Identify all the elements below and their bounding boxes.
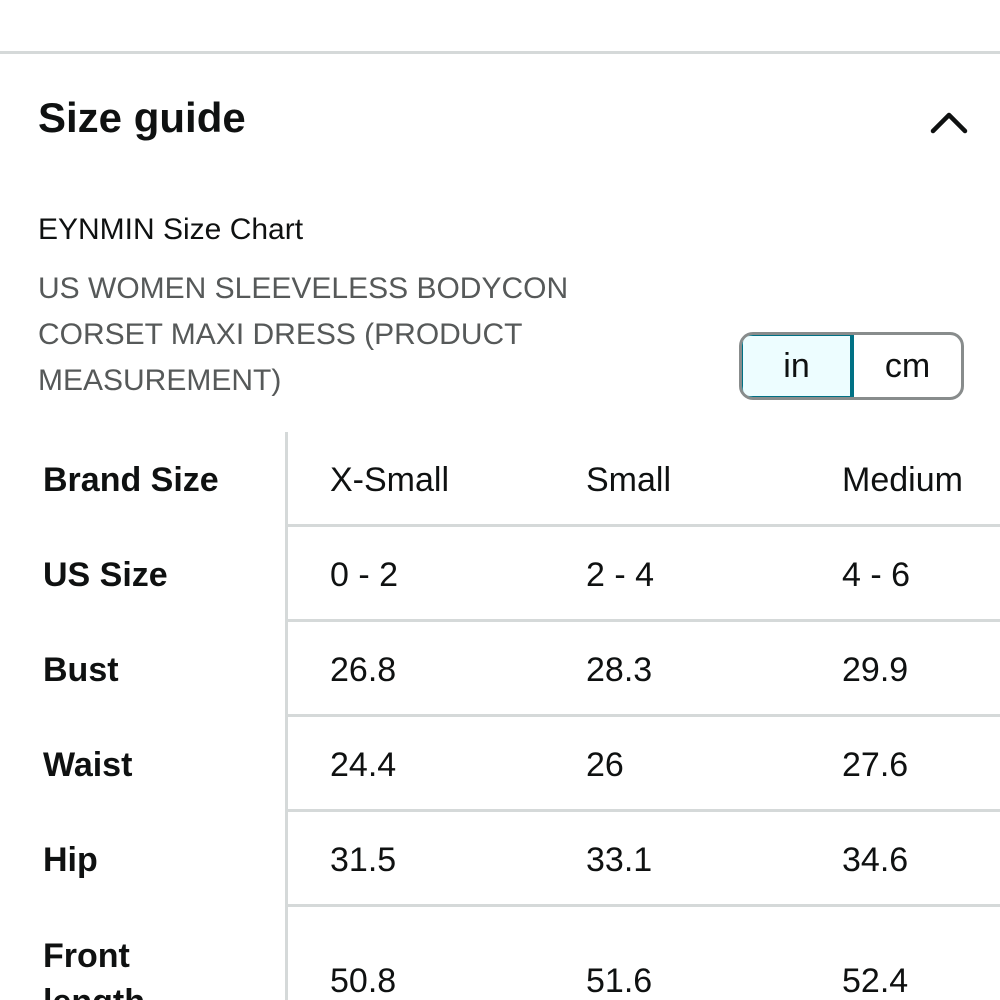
unit-option-in[interactable]: in (742, 335, 854, 397)
table-cell: 31.5 (330, 841, 397, 879)
table-cell: 28.3 (586, 651, 653, 689)
top-divider (0, 51, 1000, 54)
row-label-waist: Waist (43, 746, 133, 784)
row-label-us-size: US Size (43, 556, 168, 594)
row-divider (287, 714, 1000, 717)
subtitle-line: CORSET MAXI DRESS (PRODUCT (38, 318, 523, 351)
row-label-brand-size: Brand Size (43, 461, 219, 499)
table-row: Brand Size X-Small Small Medium (0, 432, 1000, 527)
table-row: Bust 26.8 28.3 29.9 (0, 622, 1000, 717)
row-label-line: length (43, 979, 145, 1000)
chevron-up-icon (924, 98, 974, 144)
row-divider (287, 619, 1000, 622)
subtitle-line: US WOMEN SLEEVELESS BODYCON (38, 272, 569, 305)
table-row: Front length 50.8 51.6 52.4 (0, 907, 1000, 1000)
table-cell: Medium (842, 461, 963, 499)
table-column-divider (285, 432, 288, 1000)
row-label-front-length: Front length (43, 933, 145, 1000)
table-cell: Small (586, 461, 672, 499)
table-cell: 26.8 (330, 651, 397, 689)
table-cell: 26 (586, 746, 624, 784)
unit-option-cm[interactable]: cm (884, 346, 931, 385)
table-cell: 50.8 (330, 962, 397, 1000)
row-divider (287, 809, 1000, 812)
table-cell: 52.4 (842, 962, 909, 1000)
table-cell: 33.1 (586, 841, 653, 879)
unit-toggle: in cm (739, 332, 964, 400)
collapse-button[interactable] (924, 98, 974, 144)
table-cell: 29.9 (842, 651, 909, 689)
table-cell: 4 - 6 (842, 556, 911, 594)
row-divider (287, 524, 1000, 527)
table-cell: 0 - 2 (330, 556, 399, 594)
row-label-hip: Hip (43, 841, 98, 879)
table-row: Hip 31.5 33.1 34.6 (0, 812, 1000, 907)
table-cell: 24.4 (330, 746, 397, 784)
table-row: Waist 24.4 26 27.6 (0, 717, 1000, 812)
row-label-line: Front (43, 937, 130, 975)
size-chart-title: EYNMIN Size Chart (38, 213, 304, 246)
table-cell: 2 - 4 (586, 556, 655, 594)
table-cell: X-Small (330, 461, 450, 499)
table-cell: 34.6 (842, 841, 909, 879)
size-guide-title: Size guide (38, 94, 246, 141)
table-cell: 51.6 (586, 962, 653, 1000)
size-chart-subtitle: US WOMEN SLEEVELESS BODYCON CORSET MAXI … (38, 266, 598, 404)
row-divider (287, 904, 1000, 907)
row-label-bust: Bust (43, 651, 119, 689)
table-row: US Size 0 - 2 2 - 4 4 - 6 (0, 527, 1000, 622)
subtitle-line: MEASUREMENT) (38, 364, 282, 397)
table-cell: 27.6 (842, 746, 909, 784)
